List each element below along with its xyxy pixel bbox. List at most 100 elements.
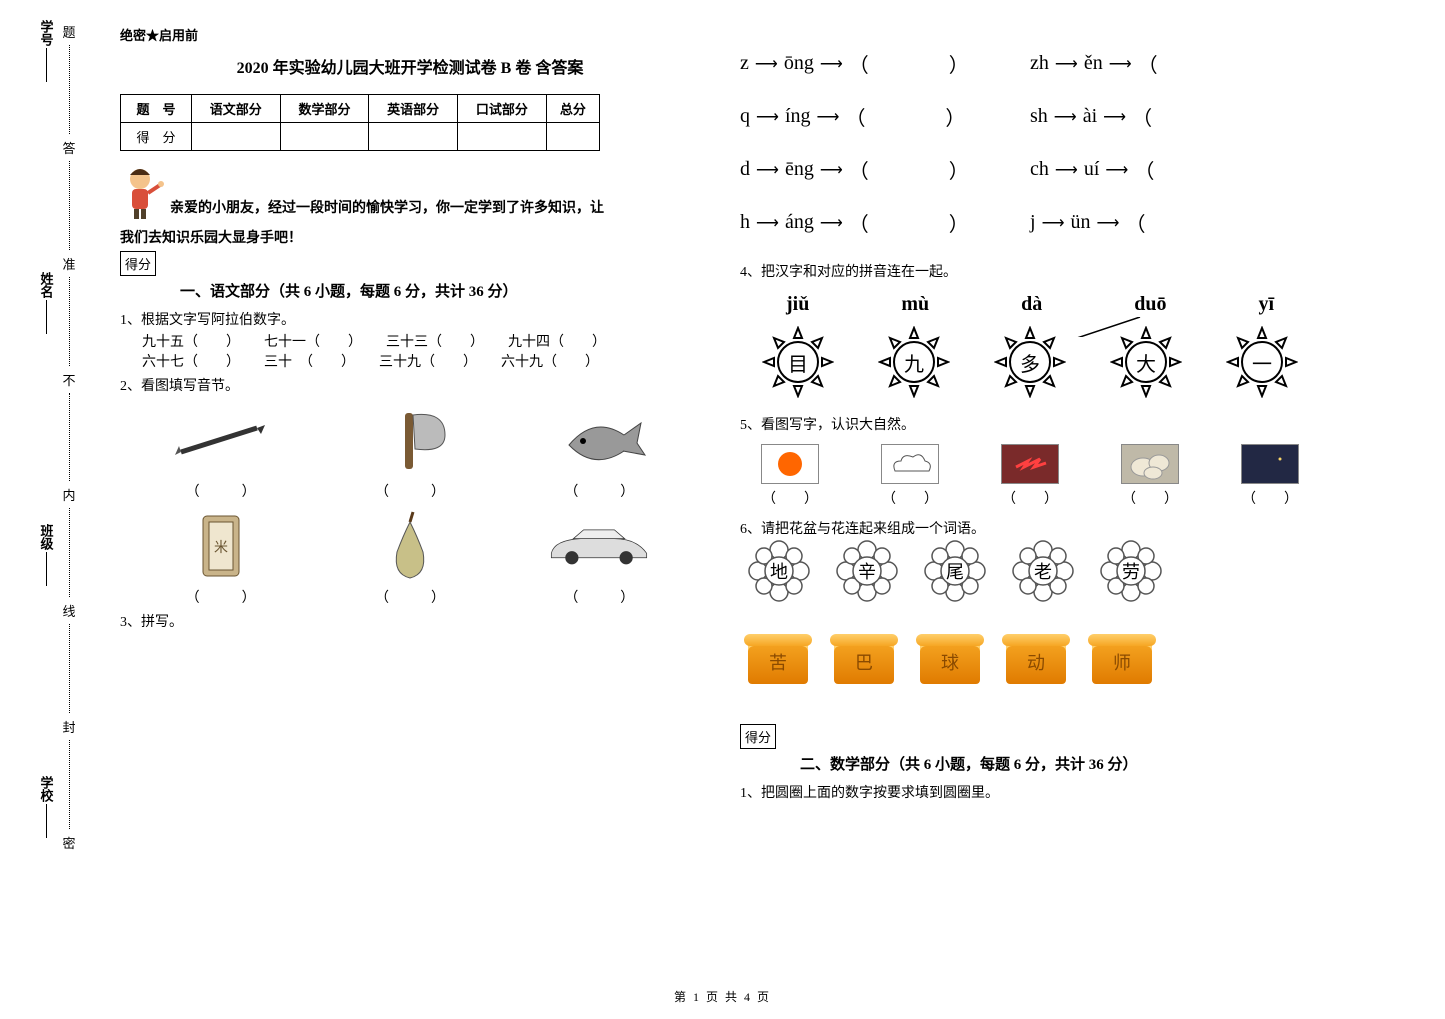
pot-char: 苦 [748, 640, 808, 684]
pinyin-initial: j [1030, 211, 1036, 234]
pear-icon [355, 511, 465, 581]
sun-char: 目 [762, 326, 834, 398]
side-label-column: 学号 姓名 班级 学校 [32, 20, 60, 840]
pinyin-initial: d [740, 158, 750, 181]
q1-row: 九十五（ ） 七十一（ ） 三十三（ ） 九十四（ ） [142, 331, 700, 351]
arrow-icon: ⟶ [1103, 107, 1126, 127]
score-col-header: 语文部分 [191, 95, 280, 123]
flower-char: 老 [1012, 540, 1074, 602]
arrow-icon: ⟶ [1109, 54, 1132, 74]
page: 绝密★启用前 2020 年实验幼儿园大班开学检测试卷 B 卷 含答案 题 号 语… [70, 25, 1400, 965]
pot-char: 师 [1092, 640, 1152, 684]
flower-row: 地辛尾老劳 [748, 540, 1320, 602]
moon-icon [1241, 444, 1299, 484]
pinyin-initial: ch [1030, 158, 1049, 181]
pot-row: 苦巴球动师 [748, 640, 1320, 684]
arrow-icon: ⟶ [820, 54, 843, 74]
arrow-icon: ⟶ [1042, 213, 1065, 233]
pinyin-final: uí [1084, 158, 1100, 181]
side-blank [46, 804, 47, 838]
page-title: 2020 年实验幼儿园大班开学检测试卷 B 卷 含答案 [120, 54, 700, 78]
side-blank [46, 552, 47, 586]
score-cell [191, 123, 280, 151]
blank-paren: （ [1125, 208, 1145, 237]
pinyin-label: jiǔ [786, 293, 809, 316]
pinyin-final: áng [785, 211, 814, 234]
pinyin-label: mù [901, 293, 929, 316]
side-label-name: 姓名 [37, 272, 56, 298]
pinyin-final: ài [1083, 105, 1097, 128]
score-cell [546, 123, 599, 151]
lightning-icon [1001, 444, 1059, 484]
q4-prompt: 4、把汉字和对应的拼音连在一起。 [740, 261, 1320, 281]
cloud-icon [881, 444, 939, 484]
car-icon [544, 511, 654, 581]
score-cell [458, 123, 547, 151]
pinyin-final: ōng [784, 52, 814, 75]
pinyin-initial: q [740, 105, 750, 128]
left-column: 绝密★启用前 2020 年实验幼儿园大班开学检测试卷 B 卷 含答案 题 号 语… [120, 25, 700, 804]
score-row-label: 得 分 [121, 123, 192, 151]
flower-char: 劳 [1100, 540, 1162, 602]
score-col-header: 总分 [546, 95, 599, 123]
arrow-icon: ⟶ [1055, 54, 1078, 74]
score-cell [369, 123, 458, 151]
arrow-icon: ⟶ [755, 54, 778, 74]
pinyin-initial: zh [1030, 52, 1049, 75]
q6-prompt: 6、请把花盆与花连起来组成一个词语。 [740, 518, 1320, 538]
page-footer: 第 1 页 共 4 页 [0, 988, 1445, 1005]
pinyin-initial: z [740, 52, 749, 75]
score-col-header: 数学部分 [280, 95, 369, 123]
pinyin-final: íng [785, 105, 811, 128]
sun-char: 九 [878, 326, 950, 398]
blank-paren: （ [1134, 155, 1154, 184]
arrow-icon: ⟶ [1105, 160, 1128, 180]
pot-char: 球 [920, 640, 980, 684]
arrow-icon: ⟶ [817, 107, 840, 127]
q1-prompt: 1、根据文字写阿拉伯数字。 [120, 309, 700, 329]
pinyin-initial: h [740, 211, 750, 234]
side-label-class: 班级 [37, 524, 56, 550]
section1-title: 一、语文部分（共 6 小题，每题 6 分，共计 36 分） [180, 280, 700, 301]
arrow-icon: ⟶ [1097, 213, 1120, 233]
pinyin-row: h⟶áng⟶（ ）j⟶ün⟶（ [740, 208, 1320, 237]
axe-icon [355, 405, 465, 475]
pinyin-row: d⟶ēng⟶（ ）ch⟶uí⟶（ [740, 155, 1320, 184]
match-block: jiǔ mù dà duō yī 目九多大一 [740, 293, 1320, 398]
blank-paren: （ [1132, 102, 1152, 131]
sun-char: 多 [994, 326, 1066, 398]
side-label-school: 学校 [37, 776, 56, 802]
nature-row: （ ） （ ） （ ） [740, 444, 1320, 508]
pinyin-final: ēng [785, 158, 814, 181]
pot-char: 巴 [834, 640, 894, 684]
rice-bag-icon: 米 [166, 511, 276, 581]
q2-row1: （ ） （ ） （ ） [126, 405, 694, 501]
q2-prompt: 2、看图填写音节。 [120, 375, 700, 395]
side-label-id: 学号 [37, 20, 56, 46]
score-box: 得分 [740, 724, 776, 749]
section2-title: 二、数学部分（共 6 小题，每题 6 分，共计 36 分） [800, 753, 1320, 774]
blank-paren: （ ） [849, 208, 969, 237]
pinyin-label: yī [1258, 293, 1274, 316]
arrow-icon: ⟶ [756, 160, 779, 180]
sun-char: 一 [1226, 326, 1298, 398]
sun-char: 大 [1110, 326, 1182, 398]
pinyin-initial: sh [1030, 105, 1048, 128]
blank-paren: （ ） [849, 155, 969, 184]
score-table: 题 号 语文部分 数学部分 英语部分 口试部分 总分 得 分 [120, 94, 600, 151]
score-col-header: 英语部分 [369, 95, 458, 123]
pinyin-row: q⟶íng⟶（ ）sh⟶ài⟶（ [740, 102, 1320, 131]
side-blank [46, 300, 47, 334]
arrow-icon: ⟶ [820, 213, 843, 233]
score-cell [280, 123, 369, 151]
confidential-label: 绝密★启用前 [120, 25, 700, 44]
flower-char: 尾 [924, 540, 986, 602]
intro-line2: 我们去知识乐园大显身手吧！ [120, 227, 700, 251]
pinyin-grid: z⟶ōng⟶（ ）zh⟶ěn⟶（q⟶íng⟶（ ）sh⟶ài⟶（d⟶ēng⟶（ … [740, 49, 1320, 237]
pinyin-row: z⟶ōng⟶（ ）zh⟶ěn⟶（ [740, 49, 1320, 78]
arrow-icon: ⟶ [756, 107, 779, 127]
pencil-icon [166, 405, 276, 475]
arrow-icon: ⟶ [1055, 160, 1078, 180]
flower-char: 地 [748, 540, 810, 602]
flower-char: 辛 [836, 540, 898, 602]
